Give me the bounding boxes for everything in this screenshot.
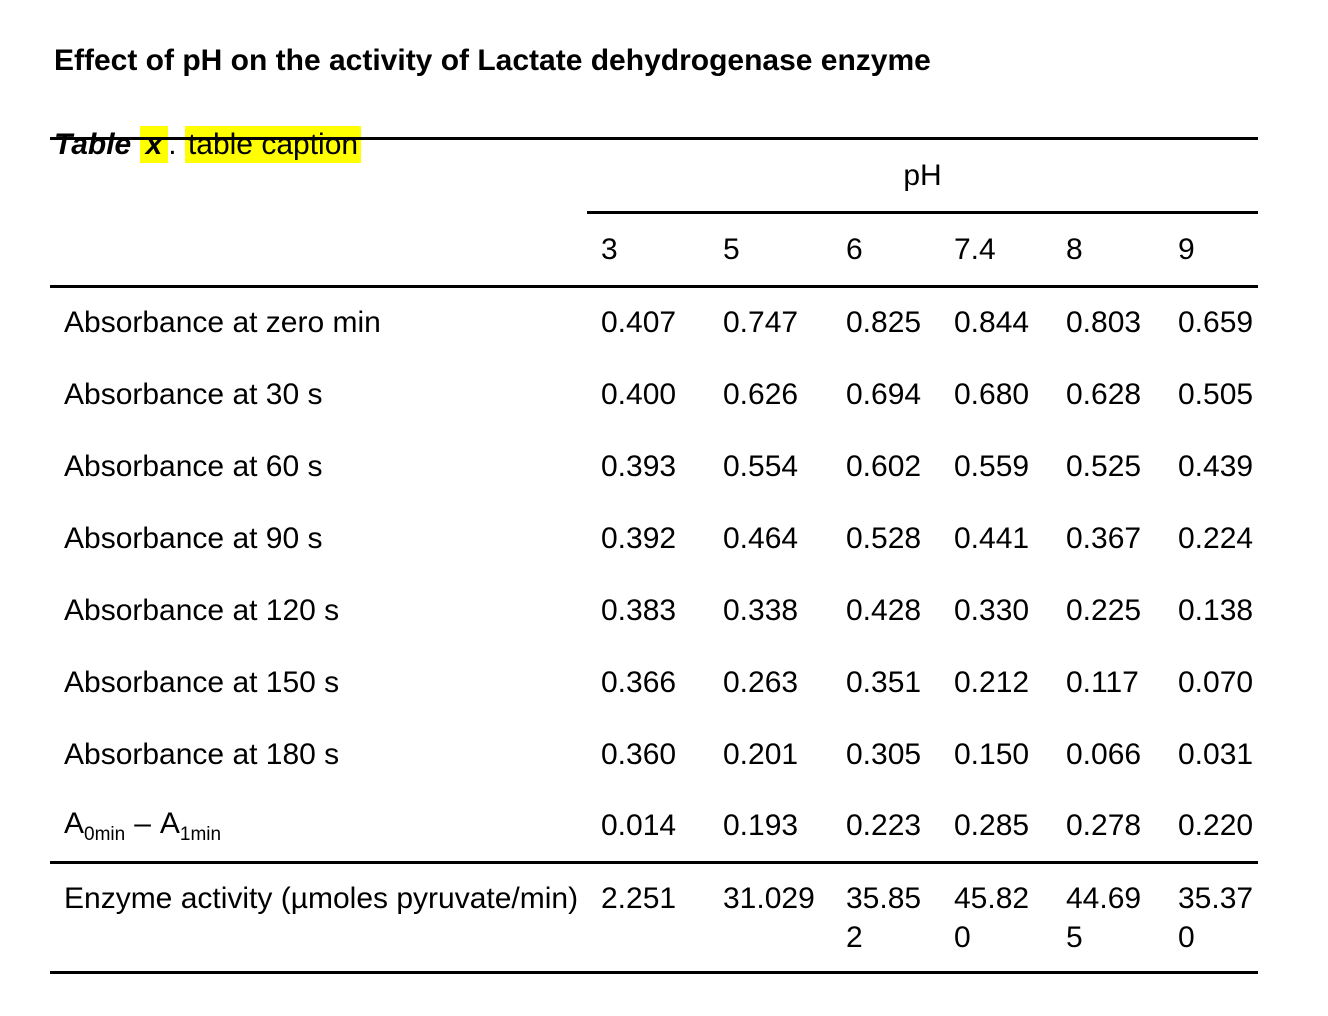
row-label: Enzyme activity (µmoles pyruvate/min) [50,861,587,974]
ph-column-header: 6 [832,212,940,288]
cell-value: 0.224 [1178,521,1254,555]
ph-group-header-row: pH [50,137,1259,214]
cell-value: 0.554 [723,449,799,483]
cell-value: 0.400 [601,377,677,411]
ph-column-header: 9 [1164,212,1259,288]
row-label: Absorbance at zero min [64,306,381,340]
table-row: Absorbance at 120 s 0.383 0.338 0.428 0.… [50,575,1258,647]
cell-value: 0.366 [601,665,677,699]
cell-value: 0.220 [1178,808,1254,842]
cell-value: 0.031 [1178,737,1254,771]
cell-value: 0.360 [601,737,677,771]
cell-value: 0.223 [846,808,922,842]
cell-value: 0.659 [1178,306,1254,340]
cell-value: 0.428 [846,593,922,627]
cell-value: 0.393 [601,449,677,483]
page-title: Effect of pH on the activity of Lactate … [54,44,931,78]
minus-operator: – [134,806,151,840]
cell-value: 0.407 [601,306,677,340]
cell-value: 0.626 [723,377,799,411]
cell-value: 0.694 [846,377,922,411]
table-row-delta: A0min – A1min 0.014 0.193 0.223 0.285 0.27… [50,791,1258,863]
row-label: Absorbance at 30 s [64,377,323,411]
cell-value: 0.505 [1178,377,1254,411]
delta-term: A [64,806,85,840]
cell-value: 0.803 [1066,306,1142,340]
cell-value: 0.559 [954,449,1030,483]
cell-value: 0.367 [1066,521,1142,555]
row-label: Absorbance at 120 s [64,593,340,627]
cell-value: 0.441 [954,521,1030,555]
row-label: Absorbance at 180 s [64,737,340,771]
empty-header-cell [50,212,587,288]
table-row: Absorbance at 90 s 0.392 0.464 0.528 0.4… [50,503,1258,575]
cell-value: 0.305 [846,737,922,771]
cell-value: 0.212 [954,665,1030,699]
cell-value: 0.464 [723,521,799,555]
ph-column-header: 8 [1052,212,1164,288]
cell-value: 35.370 [1164,861,1259,974]
cell-value: 0.439 [1178,449,1254,483]
ph-group-header: pH [587,137,1259,214]
table-row: Absorbance at 180 s 0.360 0.201 0.305 0.… [50,719,1258,791]
delta-term: A [159,806,180,840]
row-label: Absorbance at 150 s [64,665,340,699]
cell-value: 0.138 [1178,593,1254,627]
cell-value: 0.392 [601,521,677,555]
data-table: pH 3 5 6 7.4 8 9 Absorbance at zero min … [50,137,1259,974]
ph-column-header: 7.4 [940,212,1052,288]
cell-value: 0.680 [954,377,1030,411]
row-label: Absorbance at 60 s [64,449,323,483]
table-row: Absorbance at 150 s 0.366 0.263 0.351 0.… [50,647,1258,719]
cell-value: 0.263 [723,665,799,699]
cell-value: 0.525 [1066,449,1142,483]
cell-value: 0.150 [954,737,1030,771]
table-row: Absorbance at 30 s 0.400 0.626 0.694 0.6… [50,359,1258,431]
table-row: Absorbance at 60 s 0.393 0.554 0.602 0.5… [50,431,1258,503]
cell-value: 44.695 [1052,861,1164,974]
empty-corner-cell [50,137,587,213]
cell-value: 0.193 [723,808,799,842]
cell-value: 0.225 [1066,593,1142,627]
ph-column-header: 3 [587,212,709,288]
cell-value: 0.844 [954,306,1030,340]
cell-value: 0.201 [723,737,799,771]
cell-value: 0.528 [846,521,922,555]
row-label-delta: A0min – A1min [50,791,587,863]
cell-value: 0.747 [723,306,799,340]
ph-column-header: 5 [709,212,832,288]
cell-value: 45.820 [940,861,1052,974]
cell-value: 0.066 [1066,737,1142,771]
row-label: Absorbance at 90 s [64,521,323,555]
cell-value: 0.825 [846,306,922,340]
ph-column-header-row: 3 5 6 7.4 8 9 [50,212,1259,288]
cell-value: 0.014 [601,808,677,842]
cell-value: 0.330 [954,593,1030,627]
cell-value: 0.070 [1178,665,1254,699]
cell-value: 0.602 [846,449,922,483]
delta-term-subscript: 0min [84,823,126,845]
cell-value: 35.852 [832,861,940,974]
delta-term-subscript: 1min [179,823,222,845]
table-row: Absorbance at zero min 0.407 0.747 0.825… [50,287,1258,359]
table-row-enzyme-activity: Enzyme activity (µmoles pyruvate/min) 2.… [50,861,1259,974]
cell-value: 0.383 [601,593,677,627]
cell-value: 0.338 [723,593,799,627]
cell-value: 31.029 [709,861,832,974]
cell-value: 0.278 [1066,808,1142,842]
cell-value: 2.251 [587,861,709,974]
cell-value: 0.351 [846,665,922,699]
cell-value: 0.285 [954,808,1030,842]
cell-value: 0.628 [1066,377,1142,411]
cell-value: 0.117 [1066,665,1139,699]
